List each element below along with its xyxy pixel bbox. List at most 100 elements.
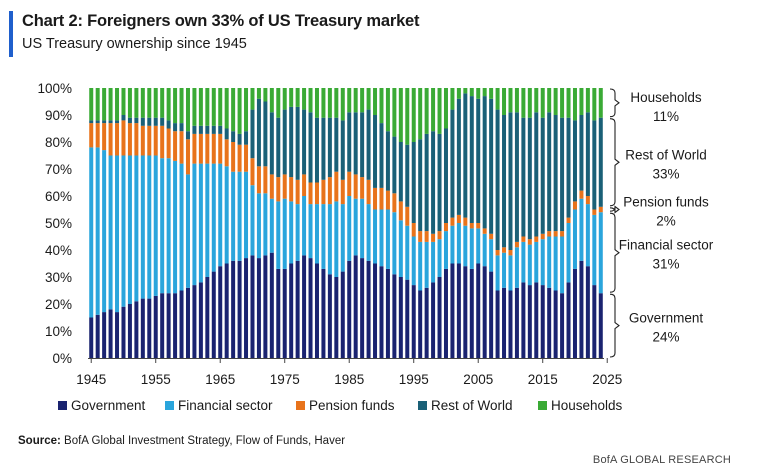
bar-segment-government xyxy=(456,263,461,358)
bar-segment-households xyxy=(289,88,294,107)
bar-segment-pension-funds xyxy=(450,217,455,226)
bar-segment-rest-of-world xyxy=(166,120,171,129)
bar-segment-financial-sector xyxy=(308,204,313,259)
annotation-brace xyxy=(609,205,620,214)
bar-segment-households xyxy=(360,88,365,113)
bar-segment-pension-funds xyxy=(282,174,287,199)
bar-segment-rest-of-world xyxy=(463,93,468,218)
bar-segment-pension-funds xyxy=(373,187,378,210)
bar-segment-households xyxy=(256,88,261,99)
bar-segment-financial-sector xyxy=(327,204,332,275)
bar-segment-pension-funds xyxy=(598,206,603,213)
bar-segment-financial-sector xyxy=(127,155,132,304)
y-tick-label: 100% xyxy=(37,81,72,96)
bar-segment-financial-sector xyxy=(321,204,326,269)
bar-segment-government xyxy=(211,271,216,358)
bar-segment-government xyxy=(102,312,107,358)
bar-segment-pension-funds xyxy=(340,179,345,205)
bar-segment-financial-sector xyxy=(179,163,184,291)
bar-segment-financial-sector xyxy=(366,204,371,261)
bar-segment-pension-funds xyxy=(482,228,487,234)
bars-area xyxy=(89,88,603,358)
bar-segment-rest-of-world xyxy=(192,125,197,134)
bar-segment-rest-of-world xyxy=(108,120,113,124)
bar-segment-pension-funds xyxy=(160,125,165,159)
bar-segment-rest-of-world xyxy=(185,131,190,140)
bar-segment-households xyxy=(424,88,429,134)
bar-segment-government xyxy=(547,287,552,358)
annotation-value: 33% xyxy=(652,166,679,181)
bar-segment-households xyxy=(321,88,326,118)
bar-segment-financial-sector xyxy=(443,231,448,269)
bar-segment-financial-sector xyxy=(102,150,107,313)
bar-segment-households xyxy=(476,88,481,99)
bar-segment-rest-of-world xyxy=(495,109,500,250)
bar-segment-financial-sector xyxy=(237,171,242,261)
bar-segment-rest-of-world xyxy=(598,117,603,207)
source-text: BofA Global Investment Strategy, Flow of… xyxy=(64,435,346,447)
bar-segment-government xyxy=(276,268,281,358)
bar-segment-government xyxy=(218,266,223,358)
bar-segment-government xyxy=(134,301,139,358)
bar-segment-households xyxy=(463,88,468,94)
bar-segment-rest-of-world xyxy=(534,112,539,237)
bar-segment-pension-funds xyxy=(579,190,584,199)
bar-segment-households xyxy=(585,88,590,113)
bar-segment-government xyxy=(89,317,94,358)
bar-segment-rest-of-world xyxy=(269,112,274,175)
bar-segment-households xyxy=(592,88,597,121)
legend-swatch xyxy=(538,401,547,410)
bar-segment-financial-sector xyxy=(121,155,126,307)
bar-segment-rest-of-world xyxy=(340,120,345,180)
annotation-value: 2% xyxy=(656,214,676,229)
x-tick-label: 1995 xyxy=(399,372,429,387)
y-tick-label: 70% xyxy=(45,162,72,177)
bar-segment-pension-funds xyxy=(289,177,294,202)
bar-segment-pension-funds xyxy=(489,233,494,240)
bar-segment-financial-sector xyxy=(160,158,165,294)
bar-segment-rest-of-world xyxy=(424,133,429,232)
bar-segment-financial-sector xyxy=(592,214,597,286)
annotation-label: Government xyxy=(629,311,704,326)
bar-segment-pension-funds xyxy=(327,177,332,205)
y-tick-label: 20% xyxy=(45,297,72,312)
annotation-value: 31% xyxy=(652,257,679,272)
bar-segment-rest-of-world xyxy=(237,133,242,145)
bar-segment-financial-sector xyxy=(263,193,268,256)
bar-segment-pension-funds xyxy=(360,177,365,199)
bar-segment-rest-of-world xyxy=(392,136,397,194)
bar-segment-rest-of-world xyxy=(502,115,507,248)
bar-segment-pension-funds xyxy=(334,171,339,202)
bar-segment-households xyxy=(553,88,558,115)
bar-segment-households xyxy=(489,88,494,99)
bar-segment-households xyxy=(237,88,242,134)
bar-segment-financial-sector xyxy=(198,163,203,283)
bar-segment-households xyxy=(211,88,216,126)
y-tick-label: 50% xyxy=(45,216,72,231)
bar-segment-pension-funds xyxy=(411,223,416,237)
bar-segment-government xyxy=(521,282,526,358)
bar-segment-rest-of-world xyxy=(321,117,326,180)
bar-segment-pension-funds xyxy=(437,231,442,240)
legend: Government Financial sector Pension funds R… xyxy=(58,398,623,413)
bar-segment-households xyxy=(540,88,545,118)
bar-segment-government xyxy=(147,298,152,358)
bar-segment-financial-sector xyxy=(108,155,113,310)
bar-segment-government xyxy=(140,298,145,358)
bar-segment-financial-sector xyxy=(373,209,378,264)
bar-segment-government xyxy=(160,293,165,358)
bar-segment-rest-of-world xyxy=(134,117,139,124)
annotation-label: Pension funds xyxy=(623,195,709,210)
title-accent-bar xyxy=(9,11,13,57)
x-tick-label: 1985 xyxy=(334,372,364,387)
bar-segment-rest-of-world xyxy=(418,139,423,232)
bar-segment-financial-sector xyxy=(585,204,590,267)
bar-segment-financial-sector xyxy=(205,163,210,277)
bar-segment-households xyxy=(579,88,584,115)
bar-segment-financial-sector xyxy=(289,201,294,264)
bar-segment-rest-of-world xyxy=(231,131,236,142)
bar-segment-pension-funds xyxy=(89,123,94,148)
bar-segment-pension-funds xyxy=(127,123,132,156)
bar-segment-rest-of-world xyxy=(218,125,223,134)
bar-segment-households xyxy=(179,88,184,124)
